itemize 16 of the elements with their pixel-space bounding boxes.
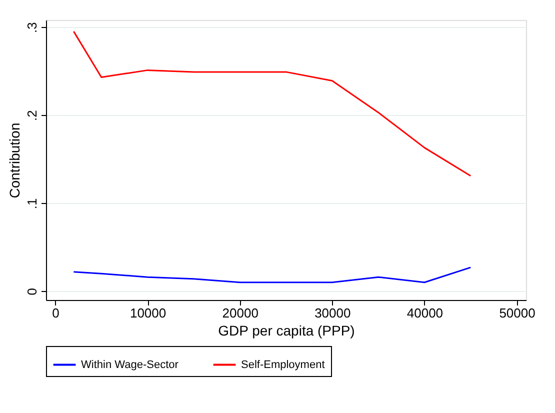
x-tick-label: 40000	[406, 306, 444, 320]
y-tick-label: 0	[24, 288, 40, 296]
line-series	[72, 266, 472, 284]
x-tick-label: 0	[52, 306, 60, 320]
legend-label: Self-Employment	[241, 358, 325, 371]
x-tick-label: 50000	[499, 306, 536, 320]
x-tick-label: 30000	[314, 306, 351, 320]
line-series	[72, 30, 472, 177]
x-axis-title: GDP per capita (PPP)	[218, 322, 355, 338]
x-tick-label: 10000	[130, 306, 166, 320]
y-tick-label: .3	[24, 22, 40, 33]
y-axis-title: Contribution	[6, 122, 22, 198]
y-tick-label: .2	[24, 110, 40, 122]
y-tick-label: .1	[24, 198, 40, 210]
x-tick-label: 20000	[222, 306, 258, 320]
legend-label: Within Wage-Sector	[81, 358, 179, 371]
